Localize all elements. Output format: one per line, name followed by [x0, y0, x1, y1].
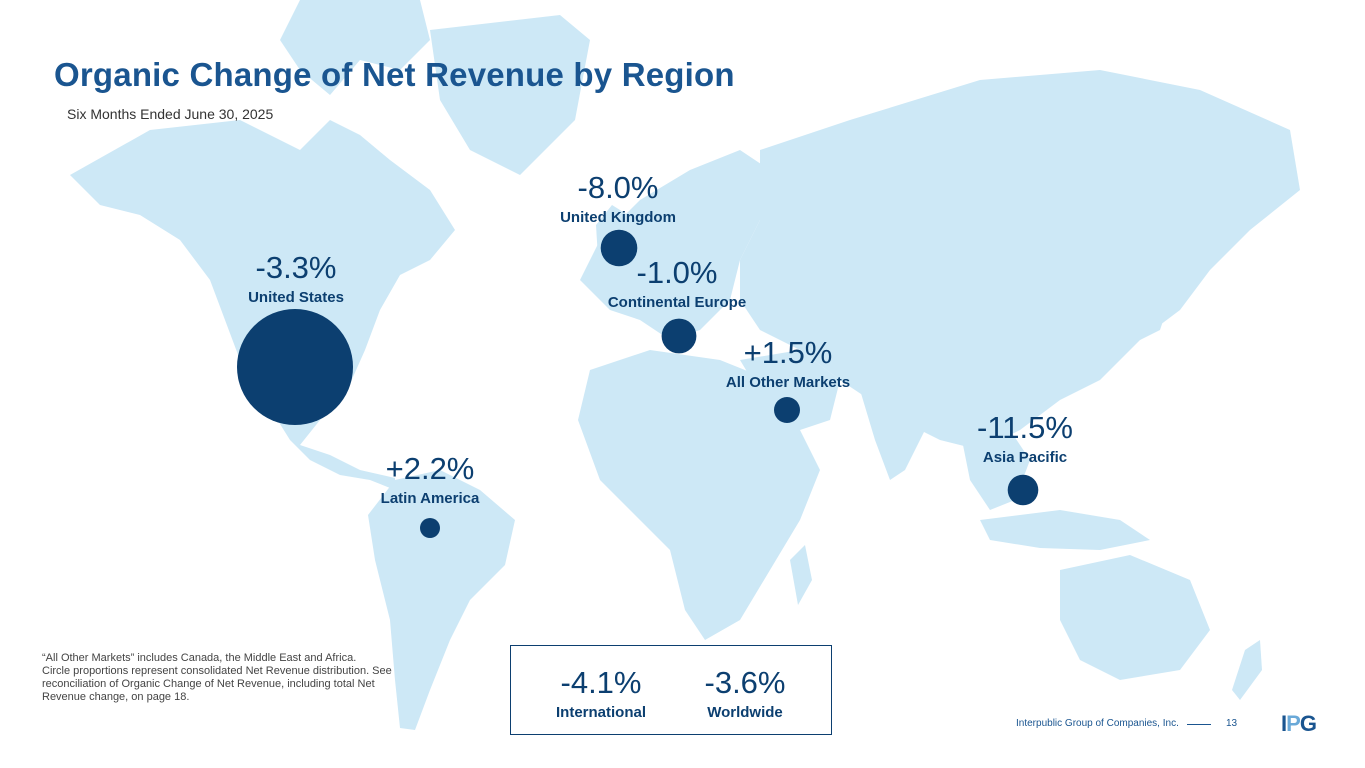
- region-label-continental-europe: -1.0% Continental Europe: [608, 255, 746, 313]
- map-north-america: [70, 120, 455, 490]
- region-label-latin-america: +2.2% Latin America: [381, 451, 480, 509]
- summary-pct-international: -4.1%: [560, 665, 642, 700]
- footnote: “All Other Markets” includes Canada, the…: [42, 652, 402, 704]
- footer-company: Interpublic Group of Companies, Inc.: [1016, 718, 1179, 729]
- region-pct-united-kingdom: -8.0%: [577, 170, 659, 205]
- map-africa: [578, 350, 820, 640]
- footer-divider: [1187, 724, 1211, 725]
- map-europe: [580, 150, 770, 340]
- summary-international: -4.1% International: [556, 666, 646, 722]
- bubble-united-states: [237, 309, 353, 425]
- summary-name-international: International: [555, 704, 647, 721]
- map-madagascar: [790, 545, 812, 605]
- summary-box: -4.1% International -3.6% Worldwide: [510, 645, 832, 735]
- region-name-united-kingdom: United Kingdom: [560, 209, 676, 226]
- map-greenland: [430, 15, 590, 175]
- region-name-united-states: United States: [248, 289, 344, 306]
- bubble-united-kingdom: [600, 229, 638, 267]
- region-pct-latin-america: +2.2%: [385, 451, 475, 486]
- map-india: [860, 390, 925, 480]
- region-name-latin-america: Latin America: [380, 490, 480, 507]
- region-label-all-other-markets: +1.5% All Other Markets: [726, 335, 850, 393]
- map-japan: [1132, 260, 1175, 340]
- footnote-line-1: “All Other Markets” includes Canada, the…: [42, 652, 357, 664]
- region-label-united-states: -3.3% United States: [248, 250, 344, 308]
- region-label-asia-pacific: -11.5% Asia Pacific: [977, 410, 1073, 468]
- region-name-all-other-markets: All Other Markets: [725, 374, 851, 391]
- footnote-line-2: Circle proportions represent consolidate…: [42, 665, 392, 703]
- summary-pct-worldwide: -3.6%: [704, 665, 786, 700]
- map-indonesia: [980, 510, 1150, 550]
- region-pct-continental-europe: -1.0%: [636, 255, 718, 290]
- region-pct-asia-pacific: -11.5%: [977, 410, 1073, 445]
- map-arabia: [740, 350, 840, 430]
- region-name-continental-europe: Continental Europe: [607, 294, 747, 311]
- region-pct-all-other-markets: +1.5%: [743, 335, 833, 370]
- region-pct-united-states: -3.3%: [255, 250, 337, 285]
- map-asia: [740, 70, 1300, 450]
- page-number: 13: [1226, 718, 1238, 729]
- bubble-asia-pacific: [1007, 474, 1039, 506]
- bubble-continental-europe: [661, 318, 697, 354]
- bubble-all-other-markets: [774, 397, 800, 423]
- page-title: Organic Change of Net Revenue by Region: [54, 56, 735, 93]
- summary-worldwide: -3.6% Worldwide: [705, 666, 786, 722]
- map-new-zealand: [1232, 640, 1262, 700]
- region-name-asia-pacific: Asia Pacific: [982, 449, 1068, 466]
- map-arctic-islands: [280, 0, 430, 95]
- bubble-latin-america: [420, 518, 440, 538]
- ipg-logo: IPG: [1281, 711, 1317, 736]
- map-south-america: [368, 470, 515, 730]
- map-australia: [1060, 555, 1210, 680]
- summary-name-worldwide: Worldwide: [707, 704, 783, 721]
- page-subtitle: Six Months Ended June 30, 2025: [67, 106, 274, 122]
- region-label-united-kingdom: -8.0% United Kingdom: [560, 170, 676, 228]
